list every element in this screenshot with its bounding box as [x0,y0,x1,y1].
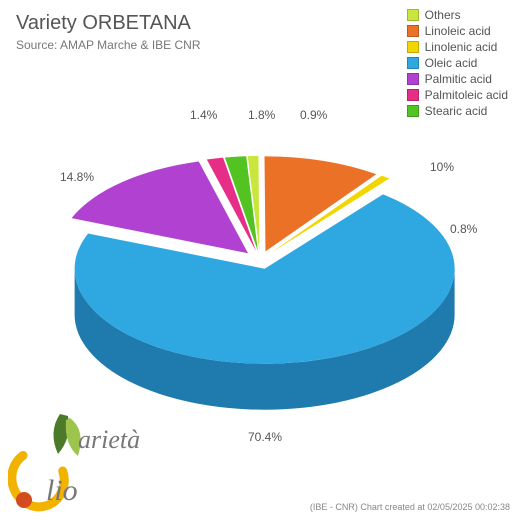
pct-label-stearic: 1.8% [248,108,275,122]
pct-label-linolenic: 0.8% [450,222,477,236]
varieta-olio-logo: arietà lio [8,404,158,514]
pct-label-linoleic: 10% [430,160,454,174]
svg-text:arietà: arietà [78,425,140,454]
svg-text:lio: lio [46,474,78,507]
pct-label-others: 0.9% [300,108,327,122]
credit-line: (IBE - CNR) Chart created at 02/05/2025 … [310,502,510,512]
pct-label-palmitoleic: 1.4% [190,108,217,122]
pct-label-palmitic: 14.8% [60,170,94,184]
pct-label-oleic: 70.4% [248,430,282,444]
